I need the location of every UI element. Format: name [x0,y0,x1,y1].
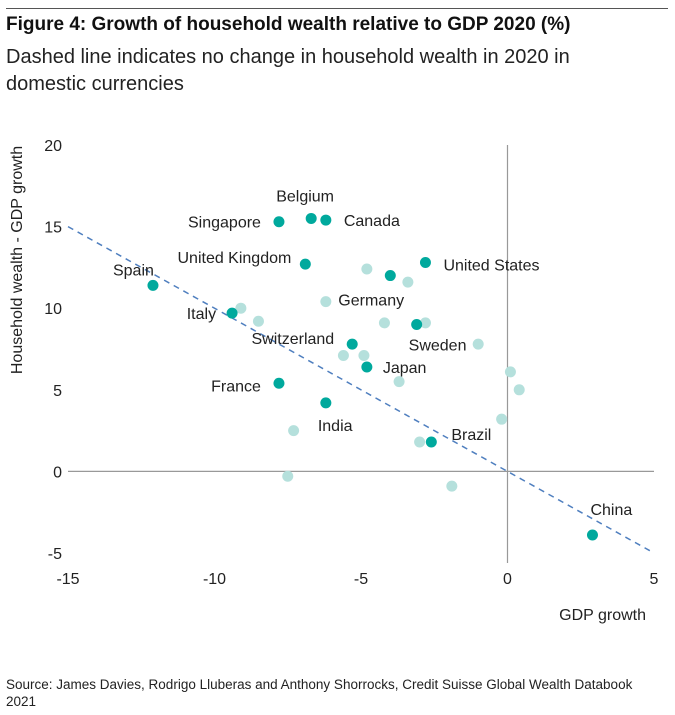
data-point [288,425,300,437]
data-point [337,350,349,362]
data-point-spain [147,279,159,291]
point-label: Canada [344,213,400,230]
x-tick-label: -15 [56,571,79,588]
point-label: United States [443,258,539,275]
data-point-china [586,529,598,541]
data-point-italy [226,307,238,319]
data-point [472,338,484,350]
data-point-united-kingdom [299,258,311,270]
x-tick-label: 5 [650,571,659,588]
data-point [504,366,516,378]
point-label: Italy [187,306,216,323]
chart-title: Figure 4: Growth of household wealth rel… [6,14,571,35]
y-tick-label: 10 [44,301,62,318]
data-point [320,296,332,308]
data-point-germany [384,270,396,282]
x-tick-label: 0 [503,571,512,588]
data-point [252,315,264,327]
point-label: Spain [113,262,154,279]
reference-dashed-line [67,225,655,554]
y-tick-label: -5 [48,546,62,563]
data-point-switzerland [346,338,358,350]
point-label: India [318,418,353,435]
data-point-france [273,377,285,389]
data-point [419,317,431,329]
point-label: Switzerland [252,331,335,348]
point-label: Belgium [276,188,334,205]
point-label: Singapore [188,215,261,232]
data-point-sweden [411,319,423,331]
x-axis-label: GDP growth [559,607,646,624]
point-label: China [590,502,632,519]
source-note: Source: James Davies, Rodrigo Lluberas a… [6,677,633,709]
point-label: Sweden [409,338,467,355]
data-point-canada [320,214,332,226]
point-label: United Kingdom [177,250,291,267]
data-point [414,436,426,448]
data-point [378,317,390,329]
data-point [358,350,370,362]
top-rule [6,8,668,9]
point-label: Germany [338,293,404,310]
data-point [235,302,247,314]
data-point-belgium [305,212,317,224]
x-tick-label: -10 [203,571,226,588]
y-tick-label: 5 [53,383,62,400]
data-point [282,470,294,482]
data-point [513,384,525,396]
data-point-united-states [419,257,431,269]
data-point [496,413,508,425]
data-point-brazil [425,436,437,448]
x-tick-label: -5 [354,571,368,588]
data-point [446,480,458,492]
data-point-singapore [273,216,285,228]
y-tick-label: 20 [44,138,62,155]
data-point [402,276,414,288]
data-point-india [320,397,332,409]
data-point [361,263,373,275]
data-point-japan [361,361,373,373]
y-axis-label: Household wealth - GDP growth [9,146,26,374]
y-tick-label: 15 [44,220,62,237]
point-label: France [211,378,261,395]
data-point [393,376,405,388]
point-label: Brazil [451,427,491,444]
y-tick-label: 0 [53,464,62,481]
chart-subtitle: Dashed line indicates no change in house… [6,46,570,95]
point-label: Japan [383,360,427,377]
scatter-chart: -15 -10 -5 0 5 -5 0 5 10 15 20 GDP growth Household … [9,138,659,624]
